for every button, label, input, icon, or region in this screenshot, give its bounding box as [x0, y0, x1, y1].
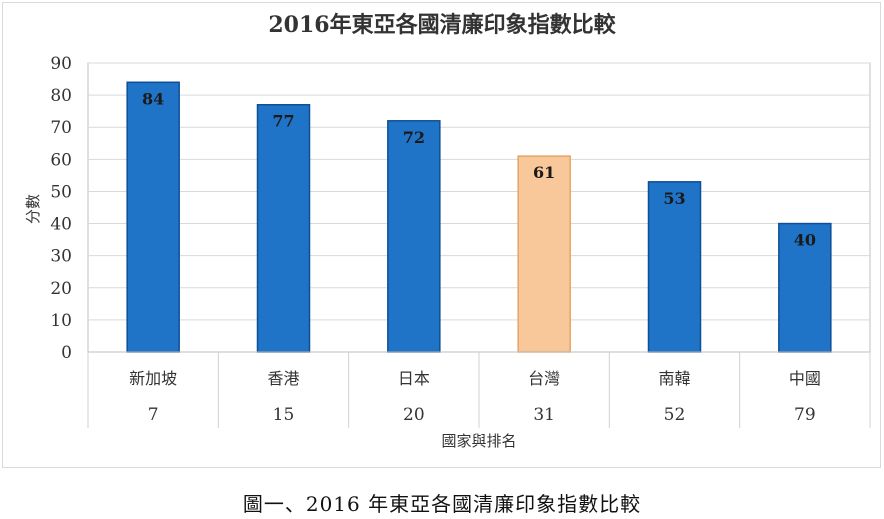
category-label: 香港 [267, 369, 299, 388]
rank-label: 31 [533, 405, 555, 425]
x-axis-label: 國家與排名 [441, 432, 516, 450]
data-labels: 84 77 72 61 53 40 [142, 89, 816, 249]
y-tick-label: 70 [50, 118, 72, 138]
y-tick-label: 80 [50, 86, 72, 106]
data-label: 77 [272, 112, 294, 131]
gridlines [87, 62, 871, 353]
y-tick-label: 30 [50, 247, 72, 267]
data-label: 40 [794, 231, 816, 250]
rank-label: 7 [148, 405, 159, 425]
rank-label: 20 [403, 405, 425, 425]
figure-caption: 圖一、2016 年東亞各國清廉印象指數比較 [242, 492, 642, 516]
y-axis-tick-labels: 0 10 20 30 40 50 60 70 80 90 [50, 54, 72, 363]
bars [126, 81, 832, 353]
chart-title: 2016年東亞各國清廉印象指數比較 [268, 12, 616, 38]
rank-label: 15 [273, 405, 295, 425]
category-label: 南韓 [658, 369, 690, 388]
category-label: 中國 [789, 369, 821, 388]
bar [126, 81, 180, 353]
y-tick-label: 40 [50, 215, 72, 235]
bar [647, 181, 702, 353]
y-tick-label: 60 [50, 150, 72, 170]
y-tick-label: 90 [50, 54, 72, 74]
data-label: 53 [663, 189, 685, 208]
y-tick-label: 20 [50, 279, 72, 299]
data-label: 84 [142, 89, 164, 108]
plot-area [87, 62, 871, 353]
y-axis-label: 分數 [24, 194, 42, 224]
rank-label: 52 [664, 405, 686, 425]
category-label: 新加坡 [129, 369, 177, 388]
category-table: 新加坡 7 香港 15 日本 20 台灣 31 南韓 52 中國 79 [87, 351, 871, 428]
y-tick-label: 50 [50, 182, 72, 202]
bar [256, 103, 311, 353]
bar [387, 120, 441, 353]
bar [517, 155, 571, 353]
category-label: 日本 [398, 369, 430, 388]
y-tick-label: 0 [61, 343, 72, 363]
bar-chart: 2016年東亞各國清廉印象指數比較 0 10 20 30 40 50 60 70 80 90 84… [24, 12, 871, 450]
rank-label: 79 [794, 405, 816, 425]
data-label: 61 [533, 163, 555, 182]
category-label: 台灣 [528, 369, 560, 388]
y-tick-label: 10 [50, 311, 72, 331]
data-label: 72 [403, 128, 425, 147]
